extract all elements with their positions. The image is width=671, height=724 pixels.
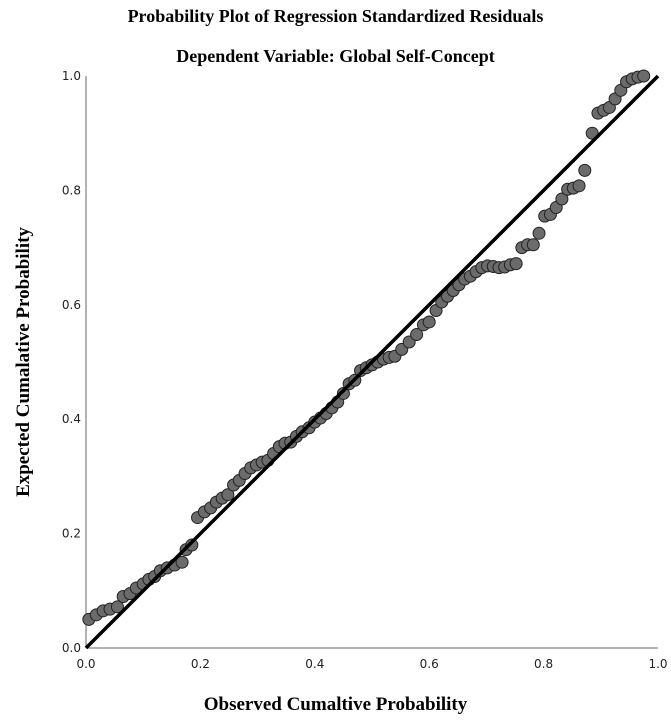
data-point [509,257,523,271]
x-tick-label: 0.6 [420,657,439,671]
x-axis-label: Observed Cumaltive Probability [203,694,468,715]
x-tick-label: 0.8 [534,657,553,671]
y-tick-label: 0.6 [62,298,81,312]
y-tick-label: 0.8 [62,183,81,197]
axes [85,76,658,649]
x-tick-label: 0.4 [305,657,324,671]
x-tick-label: 0.2 [191,657,210,671]
data-point [410,328,424,342]
data-point [175,555,189,569]
data-point [637,69,651,83]
y-tick-labels: 0.0 0.2 0.4 0.6 0.8 1.0 [62,69,81,655]
data-point [526,238,540,252]
chart-title: Probability Plot of Regression Standardi… [127,6,544,26]
y-tick-label: 0.2 [62,527,81,541]
data-point [422,315,436,329]
y-tick-label: 0.0 [62,641,81,655]
data-point [532,226,546,240]
data-point [336,386,350,400]
data-point [555,192,569,206]
x-tick-label: 0.0 [76,657,95,671]
data-point [110,600,124,614]
y-tick-label: 0.4 [62,412,81,426]
reference-line-group [84,74,660,650]
reference-line [84,74,660,650]
y-tick-label: 1.0 [62,69,81,83]
x-tick-labels: 0.0 0.2 0.4 0.6 0.8 1.0 [76,657,667,671]
data-point [221,488,235,502]
data-point [578,163,592,177]
chart-subtitle: Dependent Variable: Global Self-Concept [176,46,495,66]
data-points [82,69,651,626]
x-tick-label: 1.0 [648,657,667,671]
data-point [185,538,199,552]
data-point [572,179,586,193]
data-point [585,126,599,140]
